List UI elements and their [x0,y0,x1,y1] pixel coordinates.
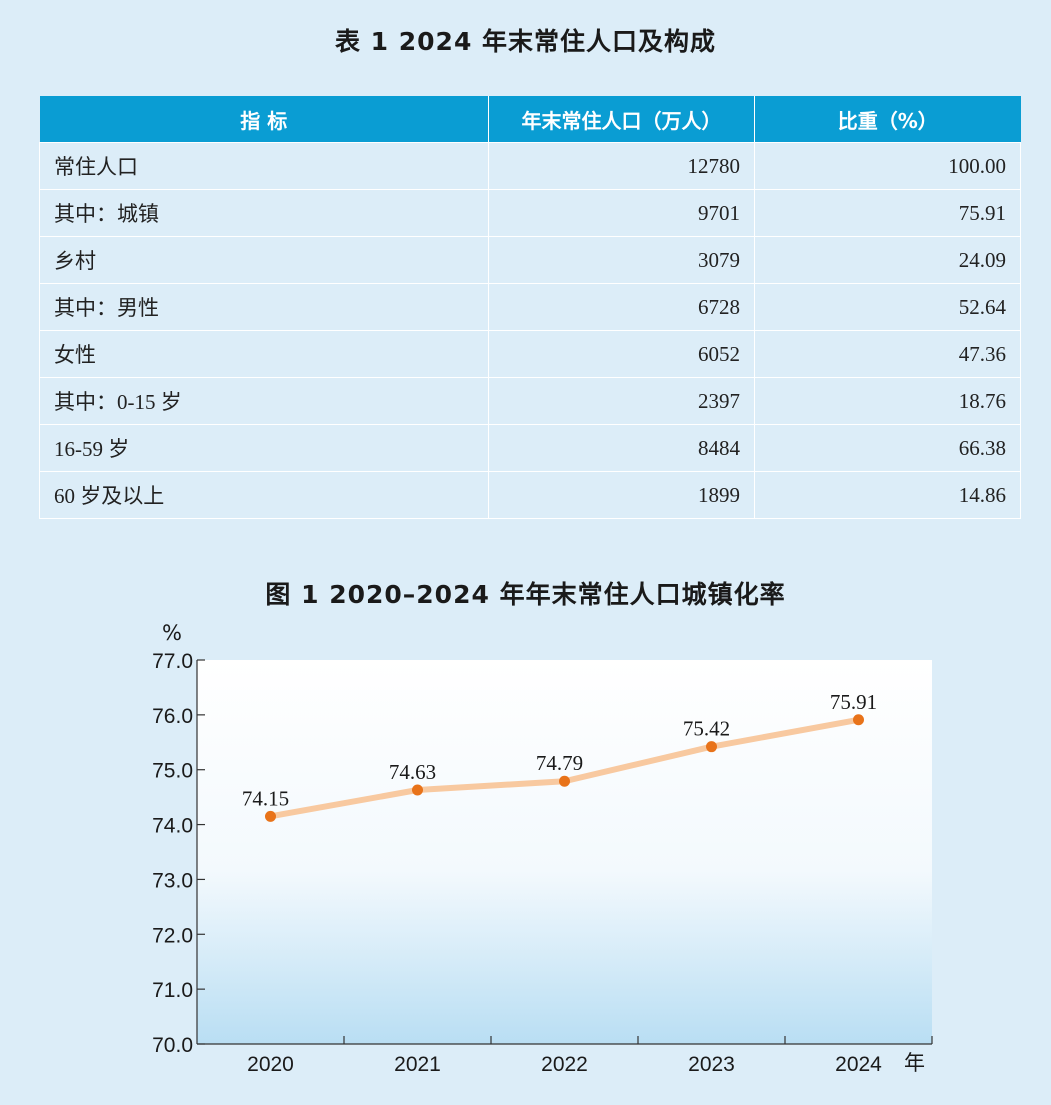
row-share: 100.00 [754,142,1021,190]
y-unit-label: % [162,621,182,645]
y-tick-label: 74.0 [152,815,193,838]
table-row: 60 岁及以上 1899 14.86 [39,471,1021,519]
plot-area [197,660,932,1044]
row-label: 其中：男性 [39,283,489,331]
row-share: 66.38 [754,424,1021,472]
table-row: 乡村 3079 24.09 [39,236,1021,284]
table-row: 其中：0-15 岁 2397 18.76 [39,377,1021,425]
x-unit-label: 年 [904,1051,925,1075]
table-row: 常住人口 12780 100.00 [39,142,1021,190]
row-population: 9701 [488,189,755,237]
x-tick-label: 2022 [541,1053,588,1076]
row-population: 3079 [488,236,755,284]
data-label: 74.15 [242,786,289,810]
table-row: 其中：男性 6728 52.64 [39,283,1021,331]
y-tick-label: 77.0 [152,650,193,673]
row-label: 其中：0-15 岁 [39,377,489,425]
header-share: 比重（%） [754,96,1021,143]
data-point [412,784,423,796]
row-population: 8484 [488,424,755,472]
row-label: 其中：城镇 [39,189,489,237]
data-label: 75.42 [683,717,730,741]
x-tick-label: 2024 [835,1053,882,1076]
header-indicator: 指 标 [39,96,489,143]
row-share: 52.64 [754,283,1021,331]
chart-title: 图 1 2020–2024 年年末常住人口城镇化率 [265,580,786,609]
row-share: 75.91 [754,189,1021,237]
table-header-row: 指 标 年末常住人口（万人） 比重（%） [39,96,1021,143]
row-population: 12780 [488,142,755,190]
row-label: 女性 [39,330,489,378]
row-label: 16-59 岁 [39,424,489,472]
x-tick-label: 2021 [394,1053,441,1076]
urbanization-line-chart: 70.0 71.0 72.0 73.0 74.0 75.0 76.0 77.0 2020 2021… [152,621,933,1076]
y-tick-label: 72.0 [152,924,193,947]
row-share: 24.09 [754,236,1021,284]
row-share: 47.36 [754,330,1021,378]
data-label: 74.79 [536,751,583,775]
y-tick-label: 76.0 [152,705,193,728]
row-population: 6052 [488,330,755,378]
y-tick-label: 71.0 [152,979,193,1002]
row-label: 常住人口 [39,142,489,190]
table-row: 其中：城镇 9701 75.91 [39,189,1021,237]
data-label: 75.91 [830,690,877,714]
row-label: 乡村 [39,236,489,284]
population-table: 指 标 年末常住人口（万人） 比重（%） 常住人口 12780 100.00 其中：城… [39,96,1021,519]
data-point [265,810,276,822]
data-point [706,741,717,753]
data-point [559,775,570,787]
row-population: 2397 [488,377,755,425]
y-tick-label: 73.0 [152,869,193,892]
table-row: 女性 6052 47.36 [39,330,1021,378]
data-point [853,714,864,726]
row-label: 60 岁及以上 [39,471,489,519]
table-row: 16-59 岁 8484 66.38 [39,424,1021,472]
row-population: 6728 [488,283,755,331]
row-population: 1899 [488,471,755,519]
table-title: 表 1 2024 年末常住人口及构成 [334,27,717,56]
y-tick-label: 70.0 [152,1034,193,1057]
x-tick-label: 2023 [688,1053,735,1076]
row-share: 18.76 [754,377,1021,425]
y-tick-label: 75.0 [152,760,193,783]
data-label: 74.63 [389,760,436,784]
row-share: 14.86 [754,471,1021,519]
x-tick-label: 2020 [247,1053,294,1076]
header-population: 年末常住人口（万人） [488,96,755,143]
